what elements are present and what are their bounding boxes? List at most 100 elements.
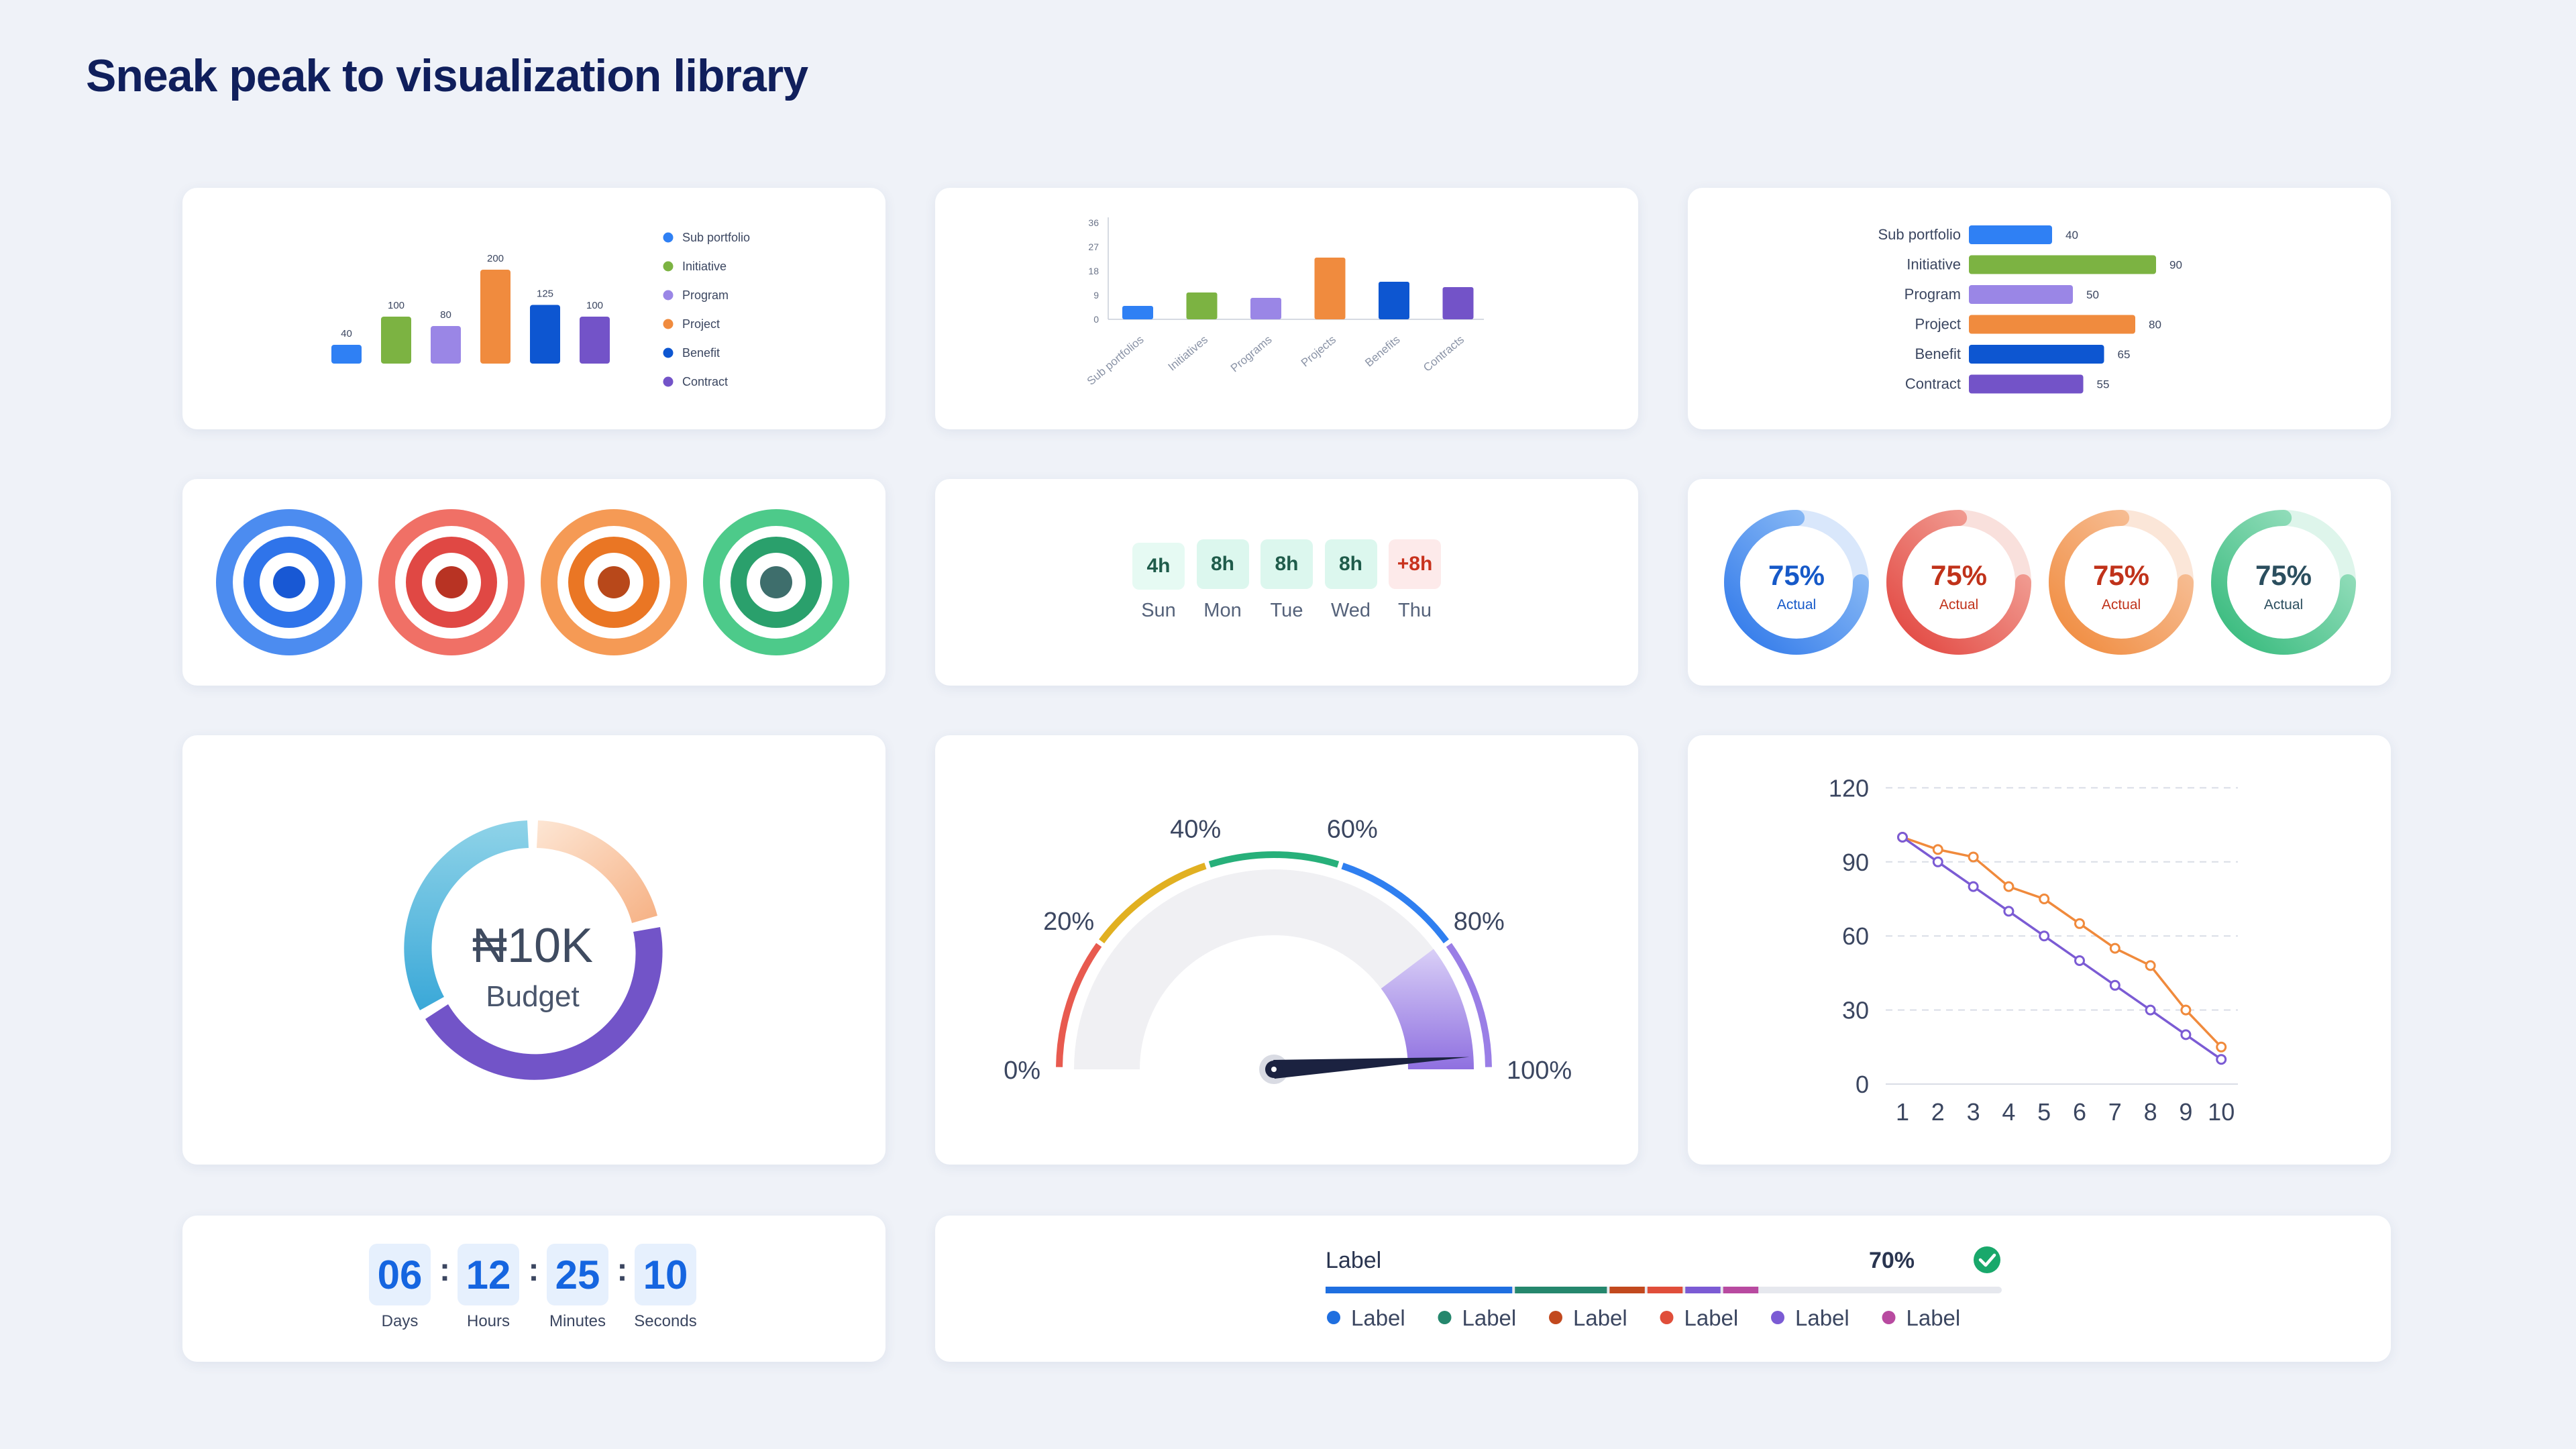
data-point — [2180, 1029, 2192, 1040]
data-label: 125 — [537, 288, 553, 300]
column — [1314, 258, 1346, 319]
gauge-tick-label: 100% — [1507, 1057, 1572, 1085]
gauge-tick-label: 80% — [1454, 908, 1505, 936]
x-tick-label: 1 — [1896, 1098, 1909, 1126]
donut-segment-peach — [537, 820, 657, 923]
x-tick-label: 9 — [2179, 1098, 2192, 1126]
data-point — [2074, 918, 2085, 929]
hbar — [1969, 285, 2073, 304]
legend-dot — [1771, 1311, 1784, 1324]
target-orange-icon — [541, 509, 687, 655]
data-point — [2145, 960, 2156, 971]
column-chart: 0 9 18 27 36 Sub portfolios Initiatives Program… — [1085, 217, 1484, 388]
ring-label: Actual — [1777, 597, 1816, 612]
data-point — [2109, 979, 2121, 991]
gauge-track — [1074, 869, 1474, 1069]
bar — [580, 317, 610, 364]
data-point — [1932, 844, 1943, 855]
page-title: Sneak peak to visualization library — [86, 50, 808, 101]
target-green-icon — [703, 509, 849, 655]
countdown-value: 06 — [369, 1244, 431, 1305]
data-label: 90 — [2169, 259, 2182, 272]
day-label: Tue — [1270, 600, 1303, 621]
progress-segment — [1723, 1287, 1759, 1293]
x-tick-label: Programs — [1228, 333, 1275, 375]
legend-label: Label — [1351, 1305, 1405, 1330]
column — [1442, 287, 1474, 319]
day-hours-tile: +8h — [1389, 539, 1441, 589]
series-line — [1901, 836, 2222, 1061]
gauge-tick-label: 40% — [1170, 816, 1221, 844]
column — [1122, 306, 1153, 319]
progress-segment — [1647, 1287, 1683, 1293]
gauge-needle — [1273, 1057, 1470, 1079]
horizontal-bar-chart-card: Sub portfolio 40 Initiative 90 Program 50 Proj… — [1688, 188, 2391, 429]
x-tick-label: 5 — [2037, 1098, 2051, 1126]
countdown-value: 12 — [458, 1244, 519, 1305]
legend-label: Sub portfolio — [682, 231, 750, 244]
data-point — [2039, 894, 2050, 904]
ring-value: 75% — [2255, 559, 2312, 591]
bar — [381, 317, 411, 364]
category-label: Program — [1904, 286, 1961, 303]
target-ring — [760, 566, 792, 598]
x-tick-label: Initiatives — [1166, 333, 1211, 374]
data-label: 40 — [341, 328, 352, 339]
data-point — [2003, 881, 2015, 892]
legend-dot — [663, 261, 674, 272]
gauge-segment — [1056, 943, 1102, 1067]
column — [1186, 292, 1218, 319]
gauge-tick-label: 20% — [1043, 908, 1094, 936]
target-icons-card — [182, 479, 885, 686]
gauge-tick-label: 0% — [1004, 1057, 1040, 1085]
legend-dot — [663, 232, 674, 243]
data-label: 40 — [2065, 229, 2078, 241]
gauge-needle-dot — [1271, 1067, 1277, 1072]
countdown-label: Minutes — [549, 1312, 606, 1330]
countdown-value: 25 — [547, 1244, 608, 1305]
donut-segment-blue — [404, 820, 529, 1010]
x-tick-label: Projects — [1299, 333, 1338, 370]
data-point — [2039, 930, 2050, 942]
target-icons — [216, 509, 849, 655]
target-blue-icon — [216, 509, 362, 655]
column-chart-card: 0 9 18 27 36 Sub portfolios Initiatives Program… — [935, 188, 1638, 429]
bar — [331, 345, 362, 364]
data-label: 80 — [2149, 319, 2161, 331]
gauge-card: 0% 20% 40% 60% 80% 100% — [935, 735, 1638, 1165]
hbar — [1969, 374, 2084, 394]
data-label: 200 — [487, 253, 504, 264]
bar — [480, 270, 511, 364]
check-icon — [1974, 1246, 2000, 1273]
ring-label: Actual — [2102, 597, 2141, 612]
countdown-card: 06 Days:12 Hours:25 Minutes:10 Seconds — [182, 1216, 885, 1362]
progress-rings-card: 75% Actual 75% Actual 75% Actual 75% Actual — [1688, 479, 2391, 686]
legend-dot — [663, 347, 674, 358]
ring-label: Actual — [2264, 597, 2303, 612]
bar — [530, 305, 560, 364]
data-label: 55 — [2097, 378, 2110, 391]
bar-chart-legend-card: 40 100 80 200 125 100 Sub portfolio Initiative P… — [182, 188, 885, 429]
segmented-progress: Label 70% Label Label Label Label Label Label — [1326, 1246, 2002, 1330]
y-tick-label: 120 — [1829, 774, 1869, 802]
legend-label: Contract — [682, 375, 728, 388]
countdown-label: Days — [381, 1312, 419, 1330]
x-tick-label: Benefits — [1362, 333, 1402, 370]
ring-progress — [1886, 510, 2031, 655]
timesheet-card: 4h Sun 8h Mon 8h Tue 8h Wed +8h Thu — [935, 479, 1638, 686]
ring-label: Actual — [1939, 597, 1978, 612]
column — [1250, 298, 1281, 319]
legend-dot — [1660, 1311, 1674, 1324]
day-hours-tile: 8h — [1260, 539, 1313, 589]
data-point — [2180, 1004, 2192, 1016]
legend-dot — [1549, 1311, 1562, 1324]
ring-progress — [2049, 510, 2194, 655]
data-point — [1968, 851, 1979, 863]
budget-donut-card: ₦10K Budget — [182, 735, 885, 1165]
ring-value: 75% — [1768, 559, 1825, 591]
x-tick-label: Contracts — [1421, 333, 1466, 374]
line-chart: 0 30 60 90 120 1 2 3 4 5 6 7 8 9 10 — [1829, 774, 2238, 1126]
x-tick-label: 2 — [1931, 1098, 1945, 1126]
category-label: Benefit — [1915, 345, 1962, 362]
progress-segment — [1685, 1287, 1721, 1293]
